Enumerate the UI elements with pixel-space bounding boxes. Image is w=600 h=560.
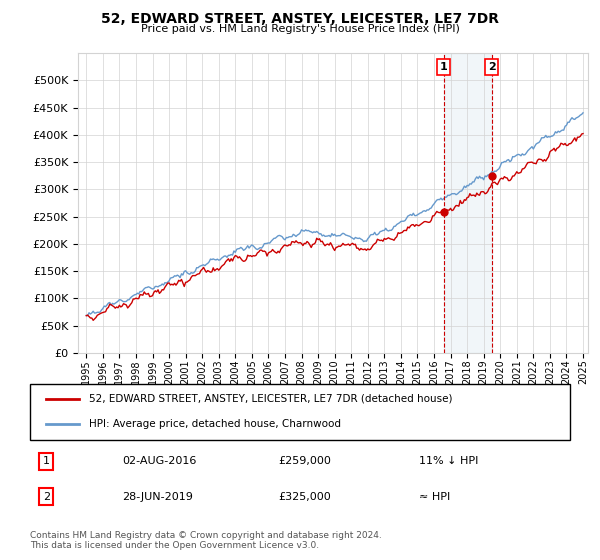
- FancyBboxPatch shape: [30, 384, 570, 440]
- Text: 2: 2: [43, 492, 50, 502]
- Text: £325,000: £325,000: [278, 492, 331, 502]
- Bar: [443, 53, 492, 353]
- Text: 52, EDWARD STREET, ANSTEY, LEICESTER, LE7 7DR (detached house): 52, EDWARD STREET, ANSTEY, LEICESTER, LE…: [89, 394, 453, 404]
- Text: Price paid vs. HM Land Registry's House Price Index (HPI): Price paid vs. HM Land Registry's House …: [140, 24, 460, 34]
- Text: 11% ↓ HPI: 11% ↓ HPI: [419, 456, 478, 466]
- Text: ≈ HPI: ≈ HPI: [419, 492, 450, 502]
- Text: 1: 1: [43, 456, 50, 466]
- Text: 52, EDWARD STREET, ANSTEY, LEICESTER, LE7 7DR: 52, EDWARD STREET, ANSTEY, LEICESTER, LE…: [101, 12, 499, 26]
- Text: Contains HM Land Registry data © Crown copyright and database right 2024.
This d: Contains HM Land Registry data © Crown c…: [30, 530, 382, 550]
- Text: £259,000: £259,000: [278, 456, 331, 466]
- Text: 28-JUN-2019: 28-JUN-2019: [122, 492, 193, 502]
- Text: 02-AUG-2016: 02-AUG-2016: [122, 456, 196, 466]
- Text: HPI: Average price, detached house, Charnwood: HPI: Average price, detached house, Char…: [89, 419, 341, 430]
- Text: 1: 1: [440, 62, 448, 72]
- Text: 2: 2: [488, 62, 496, 72]
